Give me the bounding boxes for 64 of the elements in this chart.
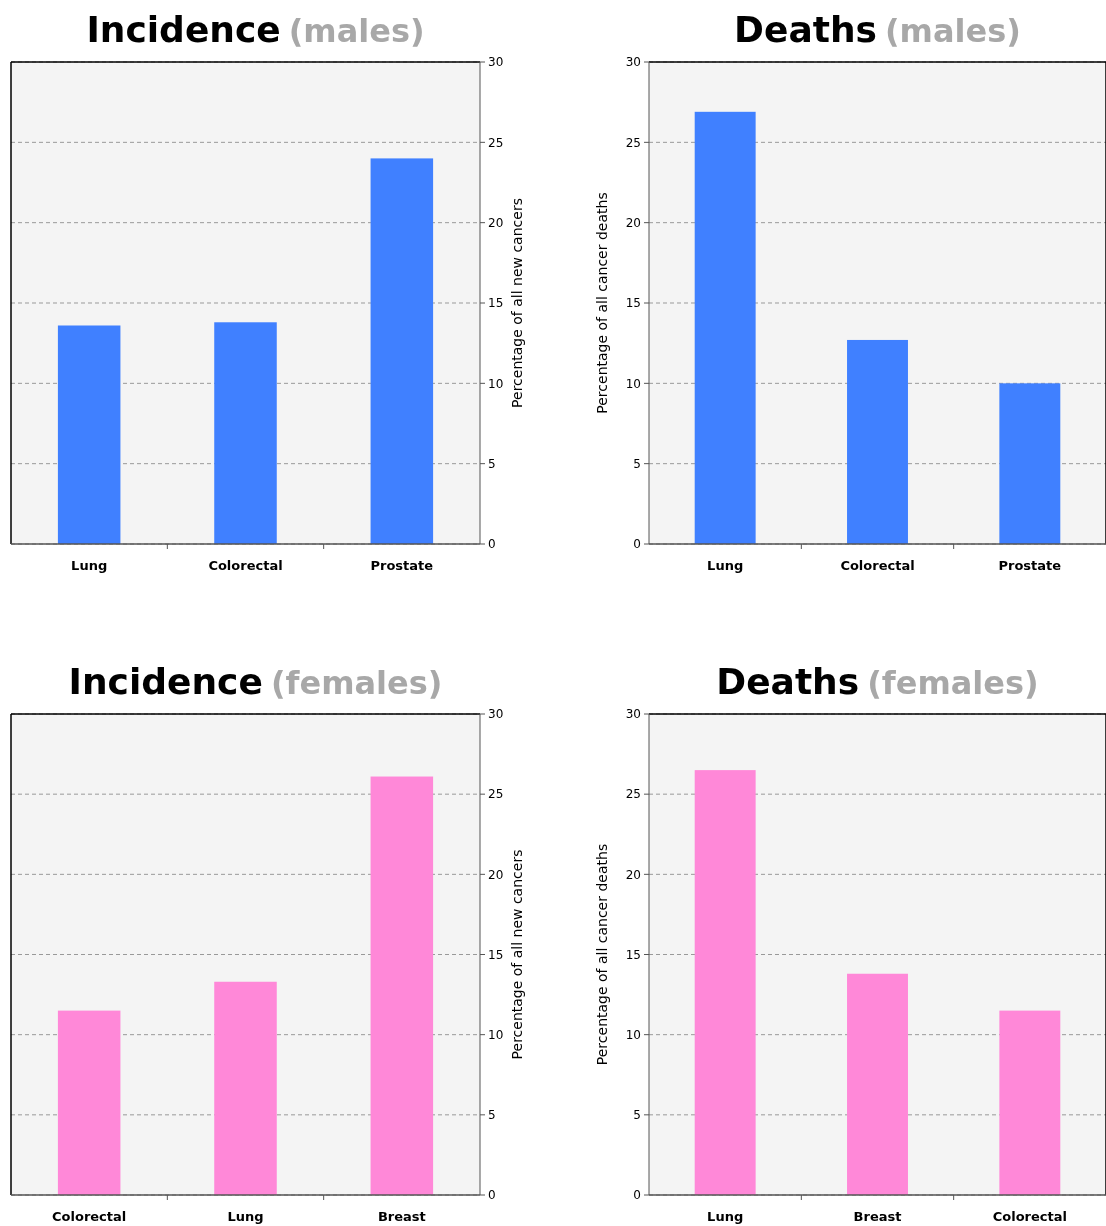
bar bbox=[847, 339, 908, 544]
x-tick-label: Colorectal bbox=[208, 558, 283, 573]
bar bbox=[370, 158, 434, 544]
chart-title: Incidence bbox=[86, 9, 281, 50]
y-tick-label: 10 bbox=[625, 376, 641, 391]
y2-tick-label: 30 bbox=[488, 55, 504, 70]
bar bbox=[57, 325, 121, 544]
chart-subtitle: (males) bbox=[884, 12, 1021, 50]
chart-title: Deaths bbox=[716, 661, 860, 702]
x-tick-label: Prostate bbox=[370, 558, 434, 573]
bar bbox=[214, 981, 277, 1195]
y-tick-label: 25 bbox=[625, 135, 641, 150]
y2-axis-title: Percentage of all new cancers bbox=[509, 198, 525, 408]
y2-tick-label: 25 bbox=[488, 135, 504, 150]
y2-tick-label: 10 bbox=[488, 376, 504, 391]
x-tick-label: Lung bbox=[707, 558, 744, 573]
y2-tick-label: 15 bbox=[488, 296, 504, 311]
chart-subtitle: (females) bbox=[867, 664, 1039, 702]
x-tick-label: Colorectal bbox=[840, 558, 915, 573]
y2-tick-label: 20 bbox=[488, 215, 504, 230]
y-axis-title: Percentage of all cancer deaths bbox=[594, 843, 610, 1066]
bar bbox=[847, 973, 908, 1195]
y2-tick-label: 0 bbox=[488, 1188, 496, 1203]
y-tick-label: 5 bbox=[633, 456, 641, 471]
x-tick-label: Lung bbox=[71, 558, 108, 573]
y2-tick-label: 20 bbox=[488, 867, 504, 882]
chart-title: Incidence bbox=[68, 661, 263, 702]
y2-tick-label: 5 bbox=[488, 456, 496, 471]
x-tick-label: Lung bbox=[707, 1209, 744, 1224]
y2-tick-label: 15 bbox=[488, 947, 504, 962]
y-tick-label: 30 bbox=[625, 55, 641, 70]
bar bbox=[694, 770, 756, 1195]
y2-tick-label: 25 bbox=[488, 787, 504, 802]
y-tick-label: 25 bbox=[625, 787, 641, 802]
y-axis-title: Percentage of all cancer deaths bbox=[594, 192, 610, 414]
bar bbox=[214, 322, 277, 544]
chart-title: Deaths bbox=[734, 9, 877, 50]
x-tick-label: Breast bbox=[377, 1209, 426, 1224]
bar bbox=[57, 1010, 121, 1195]
chart-subtitle: (females) bbox=[270, 664, 443, 702]
y2-tick-label: 0 bbox=[488, 537, 496, 552]
y-tick-label: 10 bbox=[625, 1027, 641, 1042]
y-tick-label: 30 bbox=[625, 707, 641, 722]
bar bbox=[999, 1010, 1061, 1195]
y2-axis-title: Percentage of all new cancers bbox=[509, 849, 525, 1060]
y-tick-label: 15 bbox=[625, 296, 641, 311]
y-tick-label: 0 bbox=[633, 1188, 641, 1203]
bar bbox=[694, 111, 756, 544]
y-tick-label: 5 bbox=[633, 1108, 641, 1123]
bar bbox=[370, 776, 434, 1195]
y-tick-label: 20 bbox=[625, 867, 641, 882]
y2-tick-label: 5 bbox=[488, 1108, 496, 1123]
x-tick-label: Colorectal bbox=[52, 1209, 127, 1224]
y2-tick-label: 30 bbox=[488, 707, 504, 722]
y-tick-label: 0 bbox=[633, 537, 641, 552]
x-tick-label: Prostate bbox=[998, 558, 1062, 573]
chart-subtitle: (males) bbox=[288, 12, 425, 50]
x-tick-label: Lung bbox=[227, 1209, 264, 1224]
x-tick-label: Breast bbox=[853, 1209, 902, 1224]
bar bbox=[999, 383, 1061, 544]
y2-tick-label: 10 bbox=[488, 1027, 504, 1042]
x-tick-label: Colorectal bbox=[992, 1209, 1067, 1224]
y-tick-label: 20 bbox=[625, 215, 641, 230]
y-tick-label: 15 bbox=[625, 947, 641, 962]
